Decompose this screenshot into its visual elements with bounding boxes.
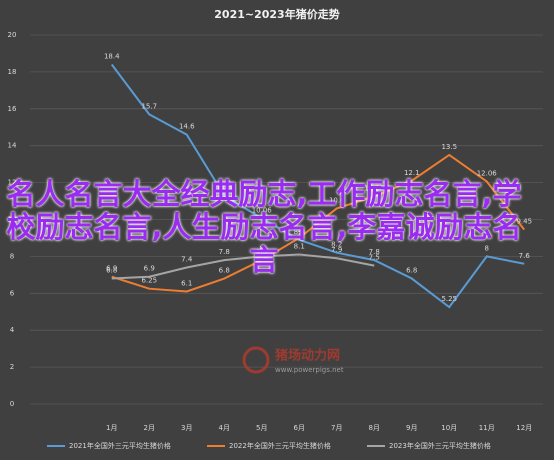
data-label: 6.25: [141, 277, 157, 285]
x-tick-label: 1月: [106, 424, 117, 432]
series-line: [111, 253, 375, 280]
data-label: 11.3: [216, 184, 232, 192]
y-tick-label: 12: [8, 179, 17, 187]
data-label: 6.9: [144, 265, 155, 273]
data-label: 13.5: [441, 143, 457, 151]
data-label: 15.7: [141, 102, 157, 110]
data-label: 6.9: [106, 265, 117, 273]
data-label: 7.6: [519, 252, 531, 260]
legend-label: 2022年全国外三元平均生猪价格: [229, 441, 331, 450]
y-tick-label: 8: [10, 252, 14, 260]
data-label: 9: [297, 226, 301, 234]
data-label: 7.8: [219, 248, 230, 256]
logo: [242, 346, 270, 374]
x-tick-label: 7月: [331, 424, 342, 432]
y-tick-label: 0: [10, 400, 14, 408]
data-label: 12.1: [404, 169, 420, 177]
y-tick-label: 20: [8, 31, 17, 39]
series-line: [110, 63, 525, 309]
y-tick-label: 6: [10, 289, 15, 297]
data-label: 18.4: [104, 53, 120, 61]
y-tick-label: 4: [10, 326, 15, 334]
x-tick-label: 3月: [181, 424, 192, 432]
x-tick-label: 6月: [294, 424, 305, 432]
x-tick-label: 2月: [144, 424, 155, 432]
legend-label: 2023年全国外三元平均生猪价格: [389, 441, 491, 450]
data-label: 7.4: [181, 255, 193, 263]
data-label: 8: [485, 244, 489, 252]
legend-label: 2021年全国外三元平均生猪价格: [69, 441, 171, 450]
data-label: 6.8: [406, 267, 417, 275]
data-label: 6.8: [219, 267, 230, 275]
data-label: 8: [260, 244, 264, 252]
overlay-text: 名人名言大全经典励志,工作励志名言,学校励志名言,人生励志名言,李嘉诚励志名言: [6, 177, 522, 277]
data-label: 7.9: [331, 246, 342, 254]
series-line: [111, 153, 526, 293]
y-tick-label: 14: [8, 142, 17, 150]
data-label: 8.1: [294, 243, 305, 251]
y-tick-label: 16: [8, 105, 17, 113]
data-label: 7.5: [369, 254, 380, 262]
x-tick-label: 5月: [256, 424, 267, 432]
watermark-name: 猪场动力网: [274, 348, 340, 364]
data-label: 5.25: [441, 295, 457, 303]
data-label: 8.2: [331, 241, 342, 249]
x-tick-label: 11月: [479, 424, 495, 432]
x-tick-label: 10月: [441, 424, 457, 432]
x-tick-label: 9月: [406, 424, 417, 432]
chart-title: 2021~2023年猪价走势: [214, 7, 339, 21]
data-label: 11.25: [364, 184, 384, 192]
data-label: 14.6: [179, 123, 195, 131]
data-label: 6.8: [106, 267, 117, 275]
data-label: 7.8: [256, 248, 267, 256]
data-label: 6.1: [181, 279, 192, 287]
x-tick-label: 4月: [219, 424, 230, 432]
data-label: 10.06: [252, 206, 273, 214]
y-tick-label: 10: [8, 216, 17, 224]
watermark-url: www.powerpigs.net: [275, 366, 344, 374]
x-tick-label: 8月: [369, 424, 380, 432]
y-tick-label: 18: [8, 68, 17, 76]
data-label: 7.8: [369, 248, 380, 256]
watermark: 猪场动力网 www.powerpigs.net: [242, 346, 344, 374]
y-tick-label: 2: [10, 363, 14, 371]
data-label: 10.6: [329, 196, 345, 204]
x-tick-label: 12月: [516, 424, 532, 432]
data-label: 8.9: [294, 228, 305, 236]
data-label: 9.45: [516, 218, 532, 226]
data-label: 12.06: [477, 169, 498, 177]
